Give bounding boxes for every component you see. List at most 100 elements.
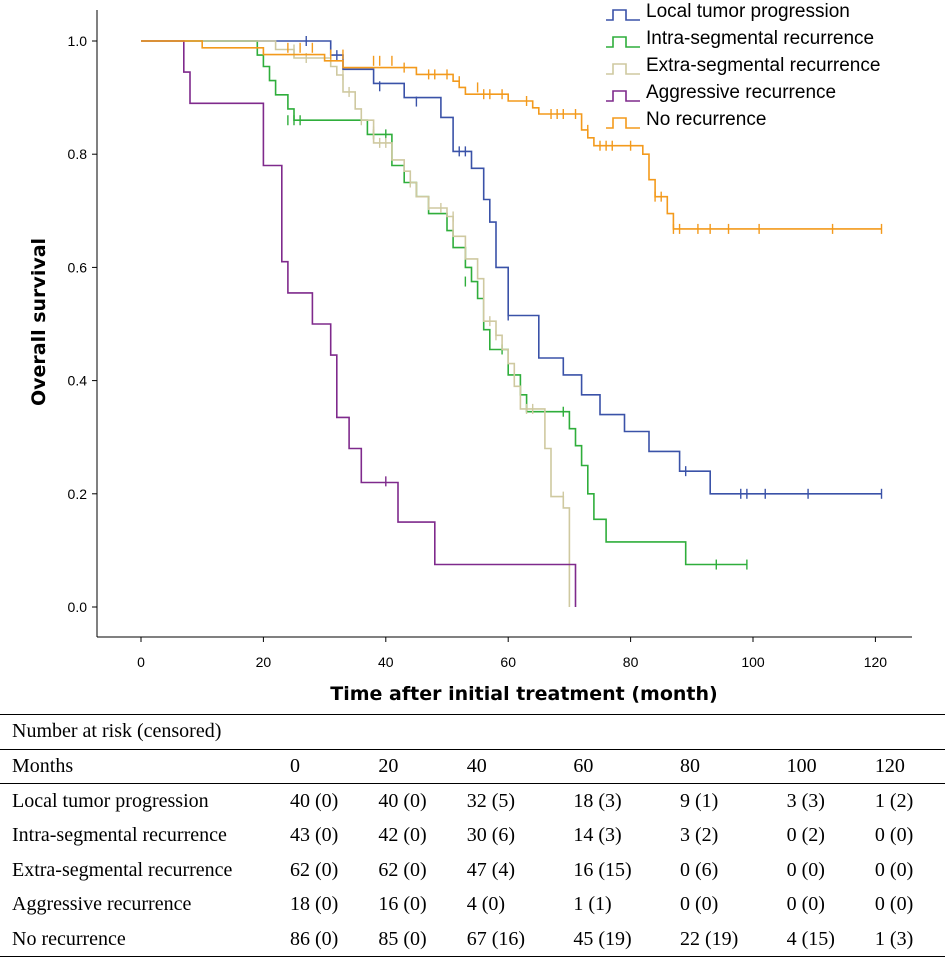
x-axis-title: Time after initial treatment (month) (330, 683, 717, 705)
legend-item: No recurrence (606, 109, 766, 130)
x-tick-label: 100 (741, 654, 765, 670)
x-tick-label: 120 (864, 654, 888, 670)
x-tick-label: 40 (378, 654, 394, 670)
risk-row-intra-segmental-recurrence: Intra-segmental recurrence 43 (0) 42 (0)… (0, 818, 945, 853)
series-line-extra-segmental-recurrence (141, 40, 571, 607)
x-tick-label: 20 (256, 654, 272, 670)
x-tick-label: 0 (137, 654, 145, 670)
month-header-cell: 120 (874, 748, 945, 785)
risk-cell: 40 (0) (290, 789, 339, 812)
risk-cell: 62 (0) (378, 858, 427, 881)
risk-cell: 3 (2) (679, 824, 719, 847)
month-header-cell: 20 (378, 748, 467, 785)
series-local-tumor-progression (141, 36, 883, 499)
risk-table-header-label: Months (0, 748, 290, 785)
risk-row-label: Extra-segmental recurrence (12, 858, 233, 881)
x-tick-label: 60 (500, 654, 516, 670)
risk-cell: 9 (1) (679, 789, 719, 812)
y-tick-label: 0.4 (68, 373, 88, 389)
risk-cell: 14 (3) (573, 824, 622, 847)
risk-cell: 86 (0) (290, 922, 379, 958)
risk-cell: 47 (4) (466, 858, 516, 881)
risk-cell: 0 (0) (679, 893, 719, 916)
series-extra-segmental-recurrence (141, 40, 571, 607)
legend-swatch (606, 90, 640, 102)
legend-label: Intra-segmental recurrence (646, 28, 874, 49)
legend-swatch (606, 117, 640, 129)
risk-row-label: No recurrence (0, 922, 290, 958)
risk-cell: 1 (3) (874, 922, 945, 958)
x-tick-label: 80 (623, 654, 639, 670)
legend-item: Extra-segmental recurrence (606, 55, 880, 76)
series-line-no-recurrence (141, 40, 882, 230)
risk-row-aggressive-recurrence: Aggressive recurrence 18 (0) 16 (0) 4 (0… (0, 887, 945, 922)
y-tick-label: 0.8 (68, 146, 88, 162)
legend-swatch (606, 9, 640, 21)
risk-cell: 0 (0) (786, 893, 825, 916)
legend-label: Aggressive recurrence (646, 82, 836, 103)
legend-item: Aggressive recurrence (606, 82, 836, 103)
risk-cell: 40 (0) (378, 789, 427, 812)
survival-chart: 0.0 0.2 0.4 0.6 0.8 1.0 0 20 40 60 80 100 120 Local … (28, 1, 912, 705)
y-tick-label: 1.0 (68, 33, 88, 49)
legend-label: Local tumor progression (646, 1, 850, 22)
risk-cell: 1 (1) (573, 893, 612, 916)
y-tick-label: 0.0 (68, 599, 88, 615)
risk-cell: 30 (6) (466, 824, 516, 847)
month-header-cell: 40 (466, 748, 574, 785)
risk-cell: 62 (0) (290, 858, 339, 881)
risk-table-header-row: Months 0 20 40 60 80 100 120 (0, 748, 945, 785)
risk-row-local-tumor-progression: Local tumor progression 40 (0) 40 (0) 32… (0, 784, 945, 819)
risk-cell: 85 (0) (378, 922, 467, 958)
risk-cell: 18 (0) (290, 893, 339, 916)
risk-cell: 16 (0) (378, 893, 427, 916)
risk-row-label: Intra-segmental recurrence (12, 824, 227, 847)
risk-table: Number at risk (censored) Months 0 20 40… (0, 714, 945, 958)
chart-series-layer (141, 36, 883, 607)
y-axis-title: Overall survival (28, 238, 50, 406)
series-aggressive-recurrence (141, 40, 577, 607)
risk-cell: 0 (6) (679, 858, 719, 881)
legend-item: Local tumor progression (606, 1, 850, 22)
series-line-aggressive-recurrence (141, 40, 577, 607)
month-header-cell: 80 (679, 748, 787, 785)
month-header-cell: 0 (290, 748, 379, 785)
legend-label: No recurrence (646, 109, 766, 130)
risk-cell: 22 (19) (679, 922, 787, 958)
series-line-local-tumor-progression (141, 40, 882, 495)
risk-row-extra-segmental-recurrence: Extra-segmental recurrence 62 (0) 62 (0)… (0, 853, 945, 888)
risk-cell: 3 (3) (786, 789, 825, 812)
risk-cell: 32 (5) (466, 789, 516, 812)
risk-cell: 0 (2) (786, 824, 825, 847)
month-header-cell: 100 (786, 748, 875, 785)
chart-legend: Local tumor progression Intra-segmental r… (606, 1, 880, 130)
risk-cell: 67 (16) (466, 922, 574, 958)
legend-swatch (606, 63, 640, 75)
risk-table-caption: Number at risk (censored) (0, 714, 945, 750)
month-header-cell: 60 (573, 748, 680, 785)
risk-cell: 1 (2) (874, 789, 914, 812)
risk-row-label: Aggressive recurrence (12, 893, 192, 916)
risk-cell: 42 (0) (378, 824, 427, 847)
legend-label: Extra-segmental recurrence (646, 55, 880, 76)
risk-cell: 0 (0) (874, 824, 914, 847)
risk-cell: 45 (19) (573, 922, 680, 958)
risk-cell: 0 (0) (786, 858, 825, 881)
legend-swatch (606, 36, 640, 48)
risk-cell: 43 (0) (290, 824, 339, 847)
risk-table-caption-row: Number at risk (censored) (0, 714, 945, 750)
risk-cell: 0 (0) (874, 893, 914, 916)
risk-row-no-recurrence: No recurrence 86 (0) 85 (0) 67 (16) 45 (… (0, 922, 945, 958)
risk-cell: 4 (15) (786, 922, 875, 958)
legend-item: Intra-segmental recurrence (606, 28, 874, 49)
y-tick-label: 0.6 (68, 259, 88, 275)
series-line-intra-segmental-recurrence (141, 40, 747, 566)
risk-cell: 4 (0) (466, 893, 506, 916)
risk-row-label: Local tumor progression (12, 789, 209, 812)
risk-cell: 18 (3) (573, 789, 622, 812)
chart-axes: 0.0 0.2 0.4 0.6 0.8 1.0 0 20 40 60 80 100 120 (68, 10, 912, 670)
series-no-recurrence (141, 40, 883, 234)
risk-cell: 0 (0) (874, 858, 914, 881)
risk-cell: 16 (15) (573, 858, 632, 881)
y-tick-label: 0.2 (68, 486, 88, 502)
